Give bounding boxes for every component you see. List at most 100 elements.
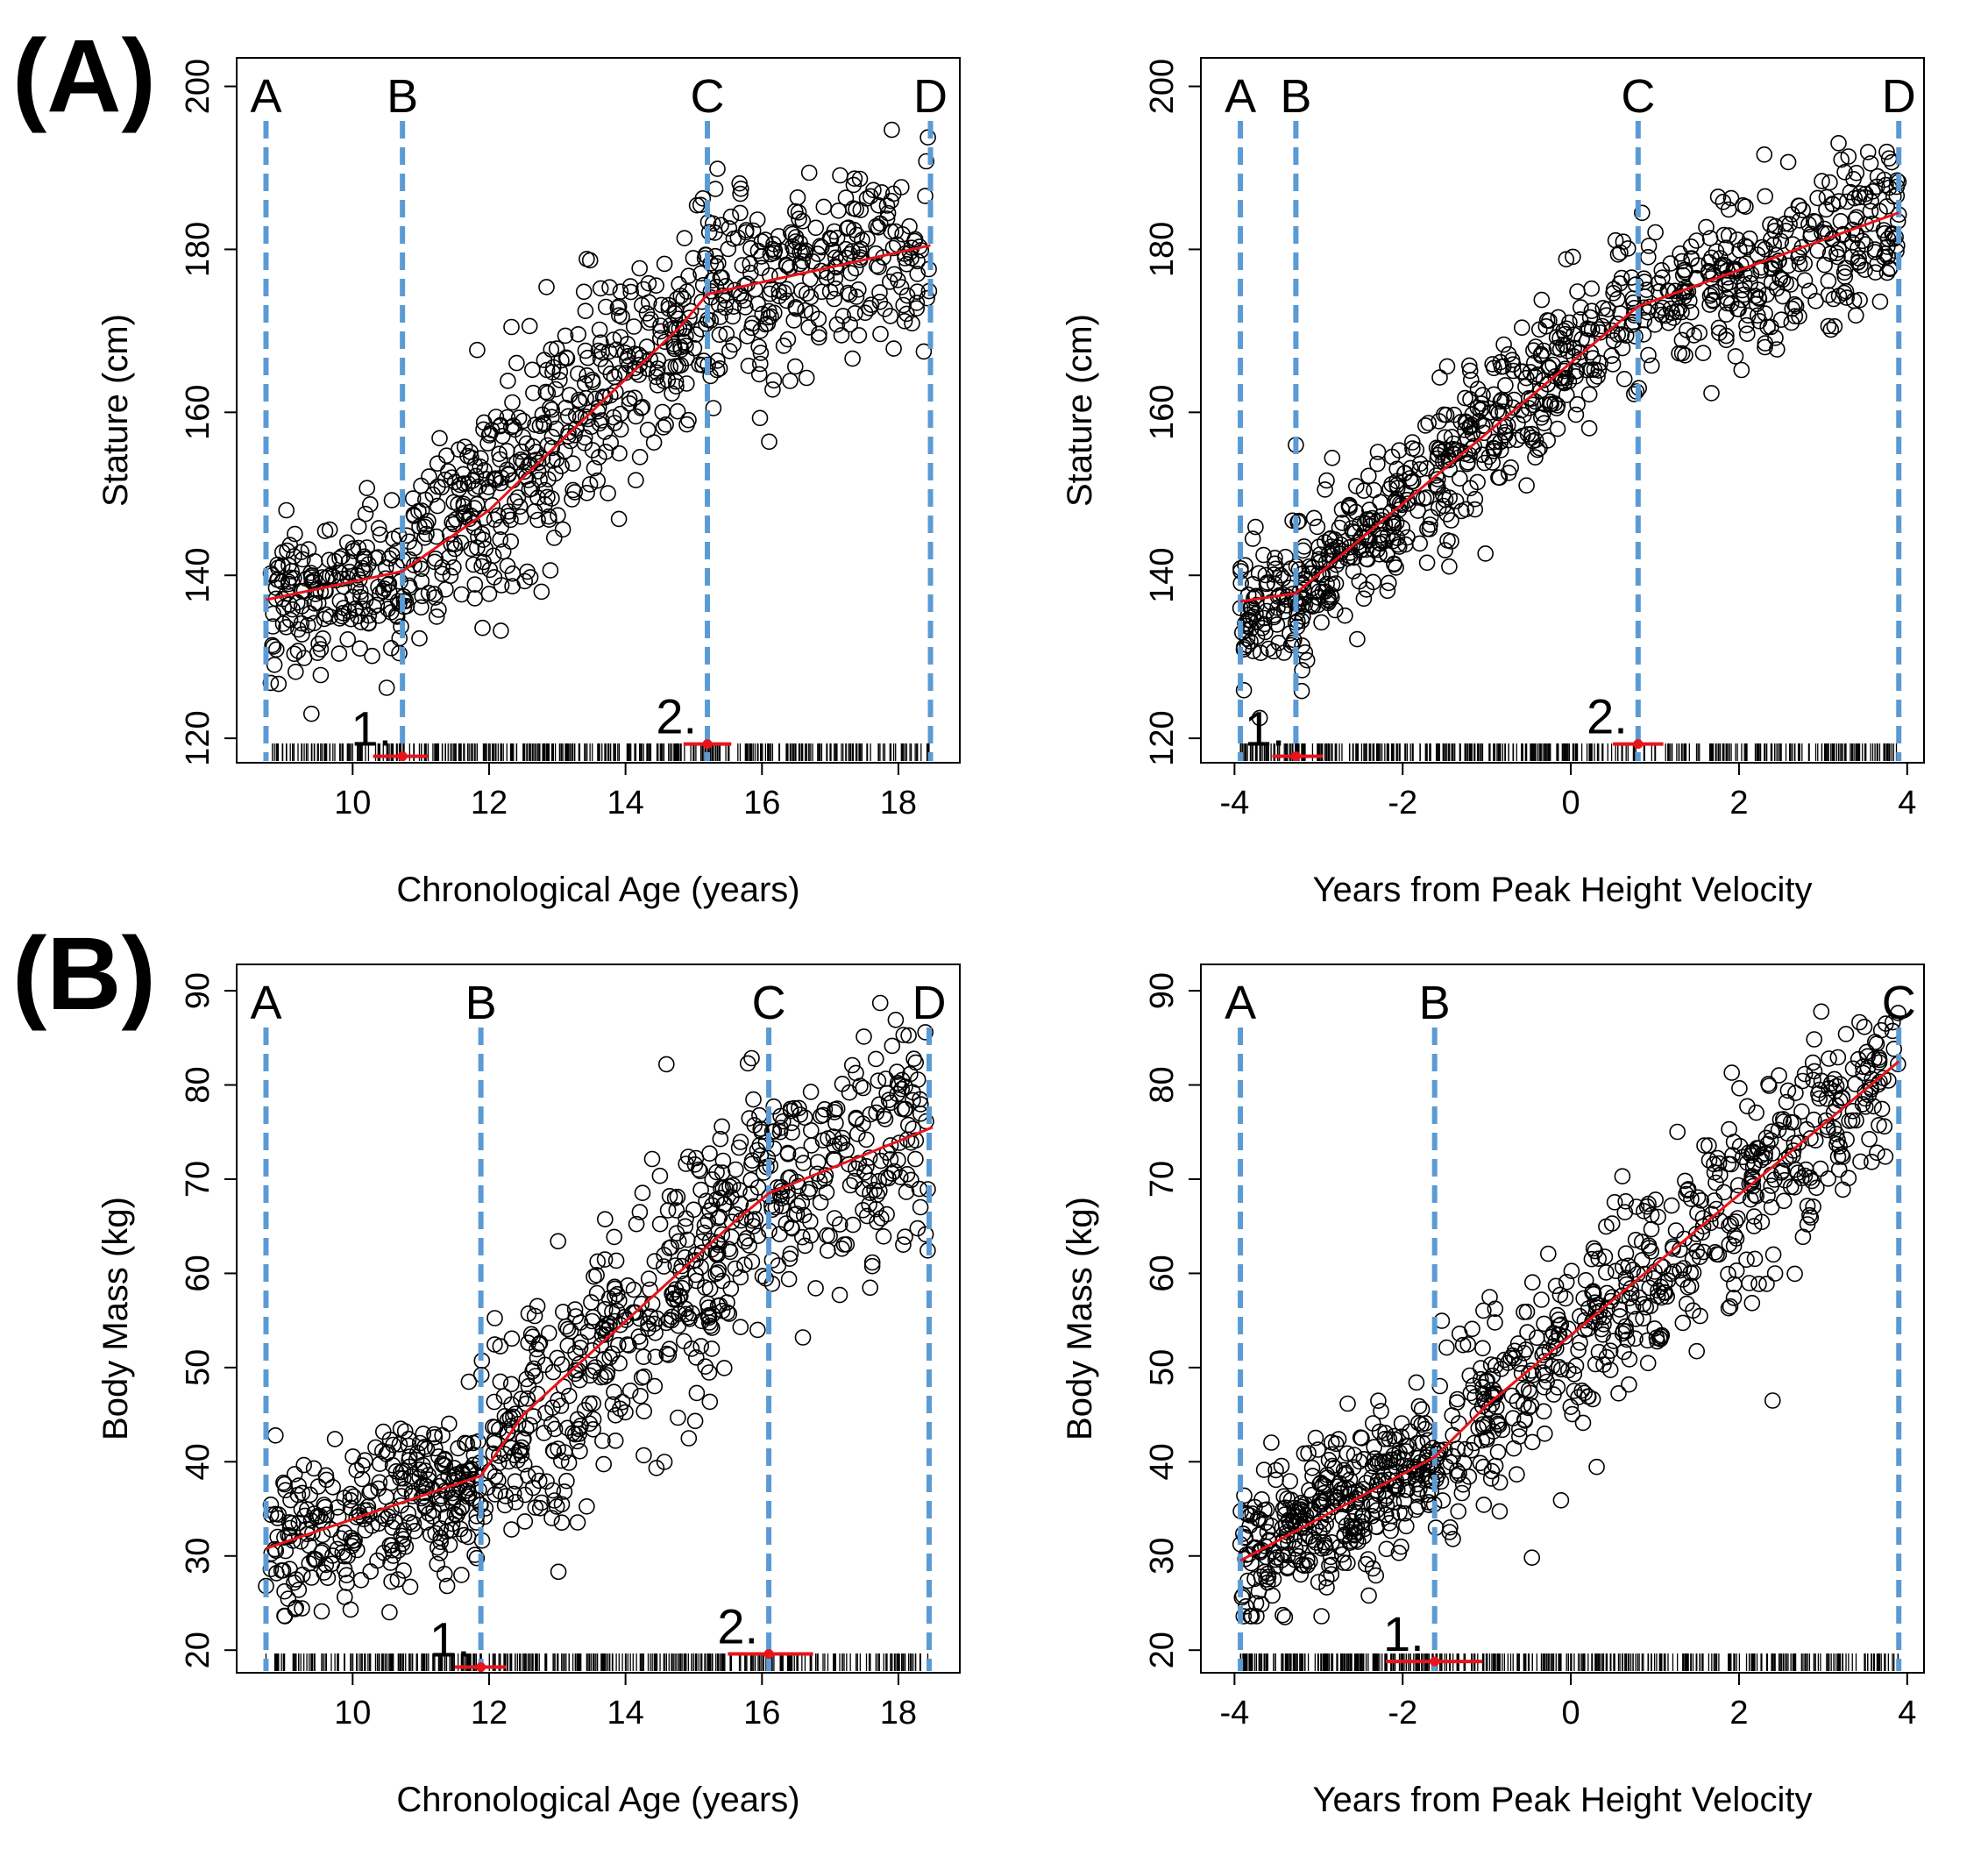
data-point [731,174,749,192]
data-point [653,296,670,314]
data-point [1339,1554,1356,1572]
data-point [275,599,293,616]
data-point [477,1500,494,1517]
data-point [1641,298,1658,316]
data-point [470,1433,486,1450]
data-point [867,1050,884,1068]
data-point [1561,314,1578,331]
data-point [1310,589,1326,606]
data-point [1264,1587,1281,1604]
data-point [552,1452,570,1469]
data-point [308,1551,325,1568]
data-point [521,317,538,335]
data-point [602,434,620,452]
data-point [1558,251,1575,268]
data-point [711,359,728,377]
data-point [448,1480,465,1497]
data-point [321,521,338,538]
data-point [655,1258,672,1275]
data-point [1491,469,1509,487]
data-point [486,1468,504,1485]
data-point [1422,516,1438,533]
data-point [1887,229,1904,245]
x-tick-label: -4 [1219,785,1249,821]
data-point [1722,189,1740,207]
boundary-label-a: A [250,70,281,123]
data-point [877,1111,894,1127]
data-point [1273,1457,1290,1475]
data-point [837,240,855,258]
data-point [309,1478,327,1495]
data-point [1334,515,1351,531]
data-point [428,608,445,625]
data-point [765,236,782,252]
data-point [635,1348,652,1365]
data-point [593,344,611,361]
data-point [417,1514,435,1531]
data-point [795,1206,813,1224]
data-point [1253,1541,1270,1559]
data-point [1349,630,1366,648]
data-point [1452,413,1470,430]
x-tick-label: 12 [471,785,508,821]
data-point [372,1455,388,1472]
data-point [675,290,692,308]
data-point [1341,538,1358,556]
data-point [1388,460,1405,478]
data-point [536,416,553,433]
data-point [724,308,742,325]
data-point [1640,248,1657,266]
data-point [1274,1519,1291,1536]
data-point [1634,204,1651,222]
data-point [515,1456,533,1473]
data-point [664,1285,680,1302]
data-point [1709,188,1727,205]
data-point [445,1460,463,1476]
data-point [800,164,818,181]
data-point [1763,318,1779,336]
data-point [795,1155,813,1171]
data-point [1310,1441,1326,1458]
data-point [892,279,910,295]
data-point [845,200,862,217]
data-point [1838,193,1856,210]
data-point [1737,198,1754,215]
y-tick-label: 140 [1144,548,1181,603]
data-point [1800,282,1818,300]
data-point [1393,1415,1410,1432]
data-point [1265,608,1282,626]
data-point [661,1240,678,1256]
data-point [1672,245,1688,262]
data-point [1353,1430,1370,1447]
data-point [1878,264,1896,281]
data-point [1300,1445,1317,1461]
breakpoint-label: 1. [430,1612,471,1668]
data-point [1560,373,1578,390]
data-point [621,1337,637,1354]
data-point [1605,281,1622,298]
data-point [501,503,517,520]
data-point [556,1483,573,1500]
data-point [316,1498,334,1516]
data-point [1758,286,1775,303]
data-point [1624,1298,1642,1315]
data-point [600,485,616,501]
plot-frame [1200,964,1925,1674]
data-point [606,1228,623,1246]
data-point [666,305,684,322]
data-point [477,540,494,558]
data-point [329,1540,346,1558]
data-point [1267,1558,1284,1575]
data-point [658,1345,676,1362]
data-point [719,1294,735,1311]
data-point [907,1150,924,1168]
data-point [694,276,712,294]
data-point [1569,395,1586,413]
data-point [465,556,482,573]
data-point [701,1393,719,1411]
data-point [437,1450,453,1468]
data-point [863,1254,881,1271]
data-point [757,1270,774,1287]
data-point [869,1213,885,1231]
data-point [364,647,380,665]
